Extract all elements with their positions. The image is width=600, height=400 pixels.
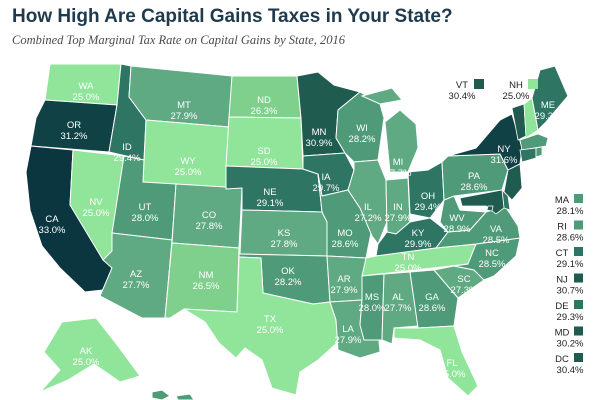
state-DC[interactable] bbox=[486, 205, 494, 212]
state-RI[interactable] bbox=[535, 146, 543, 158]
map-subtitle: Combined Top Marginal Tax Rate on Capita… bbox=[12, 33, 345, 47]
state-label-MT: MT 27.9% bbox=[171, 100, 198, 122]
legend-label-DE: DE 29.3% bbox=[555, 301, 584, 323]
state-label-CA: CA 33.0% bbox=[39, 214, 66, 236]
state-label-NM: NM 26.5% bbox=[193, 270, 220, 292]
state-ME[interactable] bbox=[531, 65, 569, 132]
state-label-LA: LA 27.9% bbox=[335, 324, 362, 346]
state-label-KS: KS 27.8% bbox=[271, 228, 298, 250]
state-label-SC: SC 27.3% bbox=[451, 274, 478, 296]
state-label-SD: SD 25.0% bbox=[251, 146, 278, 168]
state-label-MO: MO 28.6% bbox=[332, 228, 359, 250]
state-label-OK: OK 28.2% bbox=[275, 266, 302, 288]
legend-label-CT: CT 29.1% bbox=[556, 248, 584, 270]
state-label-UT: UT 28.0% bbox=[132, 202, 159, 224]
state-label-PA: PA 28.6% bbox=[461, 171, 488, 193]
state-label-KY: KY 29.9% bbox=[405, 228, 432, 250]
state-label-AL: AL 27.7% bbox=[385, 292, 412, 314]
legend-small-states: MA 28.1% RI 28.6% CT 29.1% NJ 30.7% DE 29.3% MD 30.… bbox=[555, 194, 584, 376]
legend-swatch-MD bbox=[574, 326, 583, 336]
state-FL[interactable] bbox=[393, 325, 479, 397]
legend-label-MD: MD 30.2% bbox=[555, 328, 584, 350]
map-title: How High Are Capital Gains Taxes in Your… bbox=[12, 6, 453, 27]
legend-swatch-MA bbox=[574, 194, 583, 203]
legend-label-DC: DC 30.4% bbox=[555, 354, 584, 376]
state-MO[interactable] bbox=[317, 173, 373, 259]
state-TX[interactable] bbox=[183, 256, 339, 396]
state-label-ME: ME 29.3% bbox=[535, 100, 562, 122]
state-label-NE: NE 29.1% bbox=[257, 187, 284, 209]
legend-swatch-VT bbox=[474, 79, 484, 89]
state-label-GA: GA 28.6% bbox=[419, 292, 446, 314]
state-label-OR: OR 31.2% bbox=[61, 120, 88, 142]
legend-label-VT: VT 30.4% bbox=[449, 80, 476, 102]
legend-label-MA: MA 28.1% bbox=[555, 195, 584, 217]
state-HI[interactable] bbox=[151, 389, 195, 400]
state-label-WA: WA 25.0% bbox=[73, 81, 100, 103]
state-label-NY: NY 31.6% bbox=[491, 144, 518, 166]
state-label-NV: NV 25.0% bbox=[83, 197, 110, 219]
state-CT[interactable] bbox=[519, 147, 537, 163]
state-label-WI: WI 28.2% bbox=[349, 123, 376, 145]
state-label-MS: MS 28.0% bbox=[359, 292, 386, 314]
legend-swatch-NH bbox=[528, 79, 538, 89]
legend-label-NH: NH 25.0% bbox=[503, 80, 530, 102]
state-label-IN: IN 27.9% bbox=[385, 202, 412, 224]
state-label-FL: FL 25.0% bbox=[439, 358, 466, 380]
legend-swatch-DE bbox=[574, 300, 583, 309]
state-label-VA: VA 28.5% bbox=[483, 224, 510, 246]
state-label-IL: IL 27.2% bbox=[355, 202, 382, 224]
state-label-ND: ND 26.3% bbox=[251, 95, 278, 117]
state-label-AR: AR 27.9% bbox=[331, 274, 358, 296]
legend-swatch-DC bbox=[574, 353, 583, 362]
legend-swatch-NJ bbox=[574, 273, 583, 283]
state-AK[interactable] bbox=[39, 317, 141, 393]
legend-label-NJ: NJ 30.7% bbox=[556, 275, 584, 297]
state-MA[interactable] bbox=[519, 133, 549, 151]
state-label-MN: MN 30.9% bbox=[306, 127, 333, 149]
state-WV[interactable] bbox=[439, 195, 488, 233]
state-label-ID: ID 29.4% bbox=[114, 142, 141, 164]
state-MI[interactable] bbox=[360, 87, 419, 173]
state-label-MI: MI 27.7% bbox=[385, 157, 412, 179]
legend-swatch-RI bbox=[574, 220, 583, 230]
state-WY[interactable] bbox=[142, 119, 230, 190]
legend-northeast: VT 30.4% NH 25.0% bbox=[449, 79, 538, 102]
state-label-TX: TX 25.0% bbox=[257, 314, 284, 336]
state-label-AK: AK 25.0% bbox=[73, 346, 100, 368]
state-OR[interactable] bbox=[30, 99, 118, 153]
state-label-TN: TN 25.0% bbox=[395, 252, 422, 274]
state-label-NC: NC 28.5% bbox=[479, 248, 506, 270]
legend-swatch-CT bbox=[574, 247, 583, 256]
state-label-IA: IA 29.7% bbox=[313, 172, 340, 194]
state-label-CO: CO 27.8% bbox=[196, 210, 223, 232]
state-labels: WA 25.0% OR 31.2% CA 33.0% NV 25.0% ID 29.4% MT 27.… bbox=[39, 81, 562, 393]
state-label-OH: OH 29.4% bbox=[415, 191, 442, 213]
legend-label-RI: RI 28.6% bbox=[557, 222, 584, 244]
state-label-AZ: AZ 27.7% bbox=[123, 269, 150, 291]
state-IL[interactable] bbox=[347, 159, 388, 246]
state-label-WY: WY 25.0% bbox=[175, 156, 202, 178]
state-label-HI: HI bbox=[178, 382, 188, 393]
state-NJ[interactable] bbox=[503, 163, 523, 201]
state-label-WV: WV 28.9% bbox=[444, 213, 471, 235]
